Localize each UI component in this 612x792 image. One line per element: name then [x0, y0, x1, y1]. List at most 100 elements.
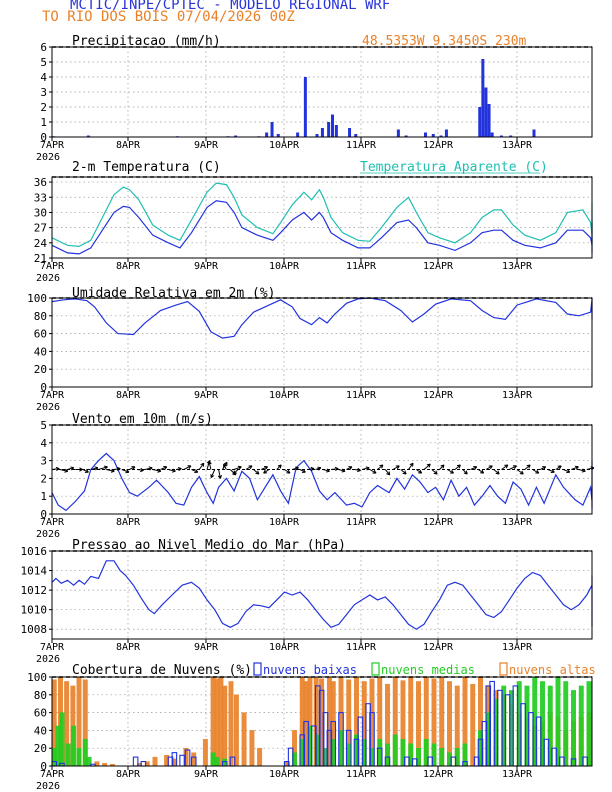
wind-arrow-shaft [144, 467, 153, 470]
p4-ytick-label: 4 [40, 437, 47, 450]
cloud-bar-nuvens-medias [377, 739, 383, 767]
p5-ytick-label: 1016 [21, 545, 48, 558]
p2-xtick-label: 10APR [269, 261, 300, 272]
wind-arrow-head [357, 469, 361, 473]
apparent-temp-legend: Temperatura Aparente (C) [360, 160, 548, 175]
wind-arrow-head [581, 470, 586, 473]
p4-ytick-label: 3 [40, 455, 47, 468]
p2-frame [51, 176, 593, 259]
wind-arrow-head [428, 463, 431, 468]
p4-ytick-label: 1 [40, 490, 47, 503]
p5-xtick-label: 13APR [502, 642, 533, 653]
wind-arrow-head [233, 470, 235, 475]
wind-arrow-head [223, 463, 227, 467]
wind-arrow-head [255, 472, 259, 475]
precip-bar [320, 128, 324, 137]
p6-xtick-label: 12APR [423, 769, 454, 780]
wind-arrow-shaft [377, 464, 384, 470]
precip-bar [532, 129, 536, 137]
wind-arrow-shaft [485, 465, 493, 470]
p6-xtick-label: 7APR [40, 769, 65, 780]
cloud-bar-nuvens-medias [71, 725, 77, 767]
wind-arrow-head [386, 473, 390, 476]
p6-ytick-label: 20 [34, 742, 47, 755]
wind-arrow-head [349, 466, 353, 470]
wind-arrow-head [140, 469, 144, 473]
cloud-bar-nuvens-medias [65, 743, 71, 767]
p5-panel-title: Pressao ao Nivel Medio do Mar (hPa) [72, 538, 346, 553]
p1-panel-title: Precipitacao (mm/h) [72, 34, 221, 49]
wind-arrow-shaft [59, 469, 68, 472]
p4-xtick-label: 7APR [40, 517, 65, 528]
wind-arrow-shaft [233, 466, 242, 470]
p6-xtick-label: 8APR [116, 769, 141, 780]
p4-ytick-label: 0 [40, 508, 47, 521]
wind-arrow-head [514, 465, 517, 470]
wind-arrow-head [217, 475, 221, 479]
precip-bar [354, 134, 358, 137]
precip-bar [396, 129, 400, 137]
wind-arrow-head [397, 465, 400, 470]
p2-panel-title: 2-m Temperatura (C) [72, 160, 221, 175]
cloud-bar-nuvens-medias [392, 734, 398, 767]
precip-bar [499, 135, 503, 137]
wind-arrow-head [402, 472, 407, 475]
cloud-legend-label: nuvens altas [509, 663, 596, 677]
p2-ytick-label: 30 [34, 206, 47, 219]
cloud-legend-label: nuvens medias [381, 663, 475, 677]
p5-ytick-label: 1008 [21, 623, 48, 636]
p6-xtick-label: 11APR [346, 769, 377, 780]
cloud-bar-nuvens-medias [214, 756, 220, 767]
cloud-bar-nuvens-medias [59, 712, 65, 767]
wind-arrow-head [104, 466, 108, 470]
wind-arrow-head [79, 469, 83, 472]
wind-arrow-head [528, 464, 531, 469]
p1-xtick-label: 9APR [194, 140, 219, 151]
wind-arrow-head [264, 466, 268, 470]
cloud-bar-nuvens-medias [563, 681, 569, 767]
p6-ytick-label: 40 [34, 724, 47, 737]
p3-ytick-label: 40 [34, 345, 47, 358]
wind-arrow-shaft [477, 469, 484, 474]
wind-arrow-shaft [408, 462, 414, 470]
wind-arrow-head [295, 467, 299, 471]
wind-arrow-head [335, 468, 339, 472]
wind-arrow-head [249, 465, 253, 470]
precip-bar [487, 104, 491, 137]
wind-arrow-shaft [276, 464, 282, 470]
p4-xtick-label: 12APR [423, 517, 454, 528]
wind-arrow-shaft [233, 469, 239, 475]
p4-xtick-label: 9APR [194, 517, 219, 528]
wind-arrow-shaft [454, 464, 461, 470]
cloud-bar-nuvens-medias [571, 690, 576, 767]
cloud-legend-swatch [253, 662, 262, 676]
p3-panel-title: Umidade Relativa em 2m (%) [72, 286, 276, 301]
p2-ytick-label: 27 [34, 222, 47, 235]
chart-main-title: MCTIC/INPE/CPTEC - MODELO REGIONAL WRF [70, 0, 391, 13]
p3-xtick-label: 7APR [40, 390, 65, 401]
p2-xtick-label: 9APR [194, 261, 219, 272]
p1-ytick-label: 2 [40, 101, 47, 114]
cloud-bar-nuvens-medias [462, 743, 468, 767]
p6-year-label: 2026 [36, 781, 60, 792]
p6-ytick-label: 0 [40, 760, 47, 773]
p3-xtick-label: 11APR [346, 390, 377, 401]
wind-arrow-shaft [462, 469, 468, 475]
wind-arrow-head [341, 470, 346, 473]
cloud-bar-nuvens-altas [222, 685, 228, 767]
p2-ytick-label: 36 [34, 176, 47, 189]
p4-panel-title: Vento em 10m (m/s) [72, 412, 213, 427]
p4-xtick-label: 8APR [116, 517, 141, 528]
wind-arrow-head [463, 472, 468, 475]
wind-arrow-shaft [284, 469, 291, 474]
p5-xtick-label: 9APR [194, 642, 219, 653]
wind-arrow-shaft [470, 466, 477, 470]
p1-ytick-label: 0 [40, 131, 47, 144]
wind-arrow-head [326, 470, 330, 473]
precip-bar [265, 132, 269, 137]
p1-year-label: 2026 [36, 152, 60, 163]
wind-arrow-head [505, 464, 509, 469]
wind-arrow-shaft [369, 469, 377, 474]
p3-ytick-label: 60 [34, 328, 47, 341]
p5-ytick-label: 1014 [21, 565, 48, 578]
